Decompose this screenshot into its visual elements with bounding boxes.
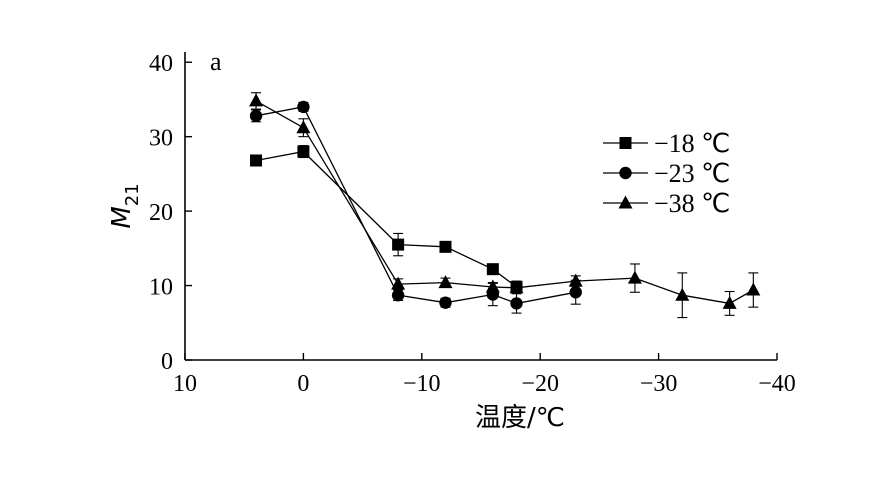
- data-point: [486, 263, 499, 276]
- data-point: [485, 279, 500, 293]
- y-axis-title-main: M: [107, 206, 137, 228]
- data-point: [675, 287, 690, 301]
- legend-marker: [618, 195, 633, 209]
- data-point: [392, 238, 405, 251]
- y-axis-title-sub: 21: [122, 183, 143, 206]
- data-point: [509, 280, 524, 294]
- series-layer: [249, 92, 761, 319]
- panel-label: a: [210, 47, 222, 76]
- legend-entry: −23 ℃: [603, 159, 730, 188]
- data-point: [438, 275, 453, 289]
- svg-text:M21: M21: [107, 183, 143, 228]
- x-tick-label: −20: [521, 371, 559, 397]
- y-tick-label: 40: [149, 51, 173, 77]
- data-point: [627, 270, 642, 284]
- legend-marker: [619, 137, 632, 149]
- data-point: [250, 154, 263, 167]
- legend-entry: −18 ℃: [603, 129, 730, 158]
- data-point: [510, 297, 523, 310]
- data-point: [391, 276, 406, 290]
- y-axis-title: M21: [107, 183, 143, 228]
- data-point: [568, 273, 583, 287]
- series-square: [250, 145, 523, 294]
- legend-entry: −38 ℃: [603, 189, 730, 218]
- data-point: [722, 295, 737, 309]
- x-tick-label: 0: [297, 371, 309, 397]
- data-point: [746, 282, 761, 296]
- legend-label: −18 ℃: [654, 129, 730, 158]
- x-tick-label: 10: [173, 371, 197, 397]
- series-triangle: [249, 92, 761, 319]
- x-tick-label: −40: [758, 371, 796, 397]
- y-tick-label: 0: [161, 349, 173, 375]
- data-point: [297, 100, 310, 114]
- legend-label: −38 ℃: [654, 189, 730, 218]
- legend-label: −23 ℃: [654, 159, 730, 188]
- data-point: [249, 93, 264, 107]
- data-point: [391, 289, 405, 302]
- data-point: [297, 145, 310, 158]
- y-tick-label: 30: [149, 126, 173, 152]
- data-point: [439, 296, 452, 309]
- x-tick-label: −10: [403, 371, 441, 397]
- data-point: [439, 240, 452, 253]
- legend: −18 ℃−23 ℃−38 ℃: [603, 129, 730, 218]
- x-tick-label: −30: [640, 371, 678, 397]
- x-axis-title: 温度/℃: [475, 403, 565, 433]
- y-tick-label: 10: [149, 275, 173, 301]
- data-point: [569, 286, 582, 299]
- series-line: [255, 150, 517, 288]
- data-point: [296, 120, 311, 134]
- legend-marker: [619, 166, 632, 180]
- axes: [184, 52, 777, 361]
- data-point: [249, 109, 263, 123]
- y-tick-label: 20: [149, 200, 173, 226]
